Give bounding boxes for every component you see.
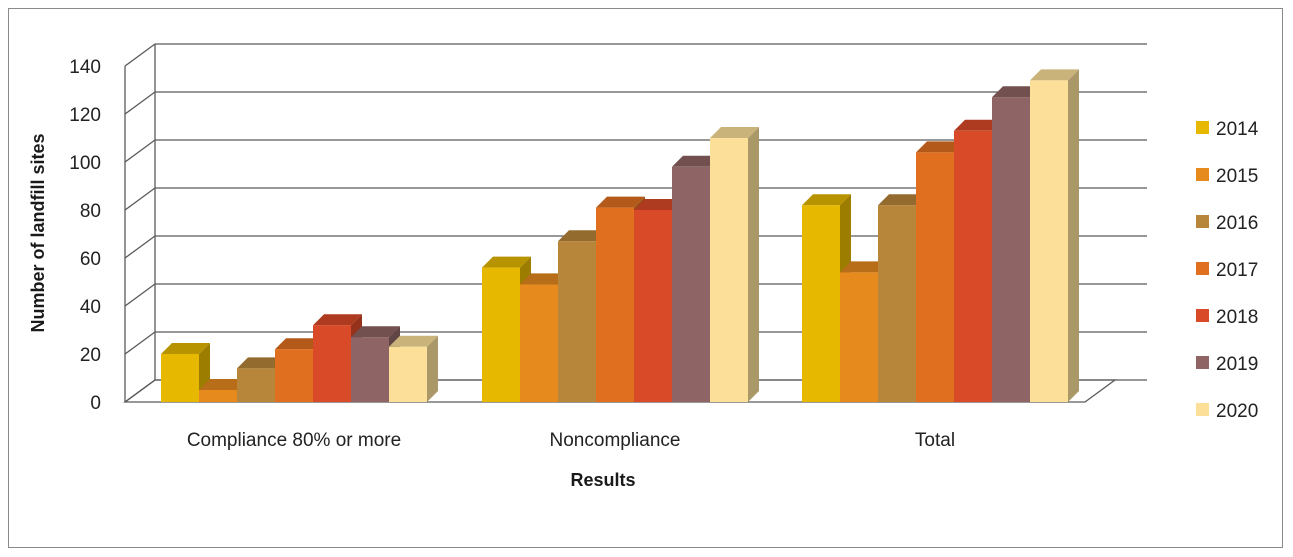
legend-item: 2018 [1196, 307, 1258, 328]
bar [710, 127, 759, 402]
legend-item: 2019 [1196, 354, 1258, 375]
legend-swatch [1196, 262, 1209, 275]
y-tick-label: 0 [90, 393, 101, 414]
y-tick-label: 80 [80, 201, 101, 222]
gridline-side [124, 331, 156, 355]
y-tick-label: 120 [69, 105, 101, 126]
bar [1030, 69, 1079, 403]
chart-bars [161, 69, 1079, 403]
gridline-side [124, 235, 156, 259]
gridline-side [124, 139, 156, 163]
chart-floor [123, 379, 1117, 403]
legend-swatch [1196, 356, 1209, 369]
y-axis-title: Number of landfill sites [28, 133, 48, 332]
legend-swatch [1196, 121, 1209, 134]
x-category-label: Compliance 80% or more [187, 430, 401, 451]
legend-label: 2016 [1216, 213, 1258, 234]
legend-label: 2019 [1216, 354, 1258, 375]
x-category-label: Total [915, 430, 955, 451]
gridline-side [124, 43, 156, 67]
legend-item: 2017 [1196, 260, 1258, 281]
bar [954, 119, 1003, 403]
gridline-side [124, 91, 156, 115]
legend: 2014 2015 2016 2017 2018 2019 2020 [1196, 119, 1259, 422]
legend-swatch [1196, 403, 1209, 416]
gridline-side [124, 283, 156, 307]
gridline-side [124, 187, 156, 211]
legend-item: 2014 [1196, 119, 1259, 140]
legend-item: 2016 [1196, 213, 1258, 234]
legend-item: 2015 [1196, 166, 1258, 187]
legend-swatch [1196, 215, 1209, 228]
legend-swatch [1196, 168, 1209, 181]
y-tick-label: 140 [69, 57, 101, 78]
bar [389, 335, 438, 402]
x-axis-categories: Compliance 80% or more Noncompliance Total [187, 430, 955, 451]
y-axis-ticks: 0 20 40 60 80 100 120 140 [69, 57, 101, 414]
x-axis-title: Results [570, 470, 635, 490]
bar [802, 194, 851, 402]
y-tick-label: 20 [80, 345, 101, 366]
y-tick-label: 60 [80, 249, 101, 270]
x-category-label: Noncompliance [550, 430, 681, 451]
legend-label: 2018 [1216, 307, 1258, 328]
legend-label: 2015 [1216, 166, 1258, 187]
legend-label: 2020 [1216, 401, 1258, 422]
legend-label: 2017 [1216, 260, 1258, 281]
y-tick-label: 40 [80, 297, 101, 318]
legend-label: 2014 [1216, 119, 1259, 140]
legend-swatch [1196, 309, 1209, 322]
y-tick-label: 100 [69, 153, 101, 174]
legend-item: 2020 [1196, 401, 1258, 422]
